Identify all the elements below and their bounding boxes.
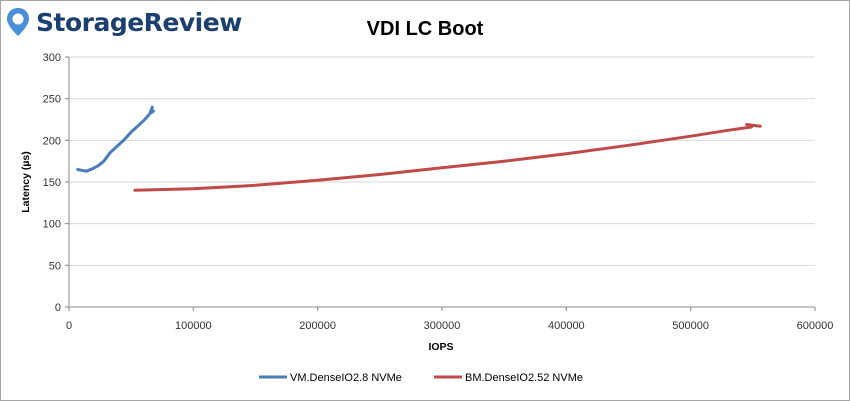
legend-label-1: BM.DenseIO2.52 NVMe [465,372,583,384]
y-tick-label-300: 300 [43,52,61,64]
chart-title: VDI LC Boot [367,18,484,40]
y-tick-label-150: 150 [43,177,61,189]
y-tick-label-50: 50 [49,260,61,272]
y-tick-label-0: 0 [55,302,61,314]
legend: VM.DenseIO2.8 NVMe BM.DenseIO2.52 NVMe [259,372,583,384]
series-line-0 [76,105,155,173]
x-tick-label-500000: 500000 [672,320,709,332]
x-tick-label-300000: 300000 [424,320,461,332]
x-tick-label-600000: 600000 [797,320,834,332]
y-tick-label-200: 200 [43,135,61,147]
y-tick-label-250: 250 [43,94,61,106]
series-lines [76,105,762,192]
series-line-1 [133,123,762,192]
location-pin-icon [7,8,29,36]
gridlines [69,56,815,266]
y-axis-label: Latency (µs) [20,151,32,212]
storagereview-logo: StorageReview [5,5,242,39]
x-tick-label-200000: 200000 [299,320,336,332]
x-tick-label-0: 0 [66,320,72,332]
x-axis-label: IOPS [428,341,453,353]
legend-label-0: VM.DenseIO2.8 NVMe [290,372,402,384]
axes [65,56,816,311]
x-tick-labels: 0 100000 200000 300000 400000 500000 600000 [66,320,833,332]
x-tick-label-100000: 100000 [175,320,212,332]
x-tick-label-400000: 400000 [548,320,585,332]
y-tick-labels: 0 50 100 150 200 250 300 [43,52,61,314]
logo-text: StorageReview [36,7,242,37]
y-tick-label-100: 100 [43,219,61,231]
